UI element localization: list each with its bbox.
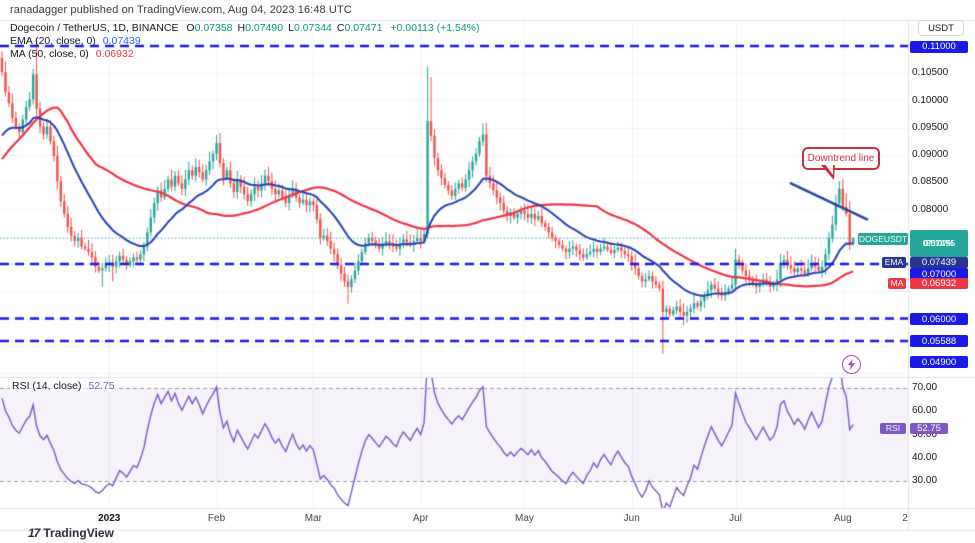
price-axis-label: 0.09500 [912, 121, 949, 133]
ma-tag: MA [888, 277, 906, 289]
tradingview-logo-text: TradingView [43, 526, 114, 540]
ohlc-val: 0.07490 [245, 22, 284, 34]
level-price-badge: 0.06000 [910, 313, 968, 325]
time-axis-label-Jun: Jun [623, 513, 640, 524]
rsi-axis-label: 40.00 [912, 451, 938, 463]
ohlc-key: C [336, 22, 345, 34]
lightning-bolt-icon [848, 359, 855, 370]
downtrend-callout-text: Downtrend line [807, 153, 875, 164]
bar-countdown: 07:11:55 [922, 238, 956, 248]
rsi-axis-label: 70.00 [912, 382, 938, 393]
flash-marker-icon[interactable] [842, 355, 861, 374]
rsi-legend-row[interactable]: RSI (14, close) 52.75 [10, 380, 117, 392]
last-price-badge: 0.07471 -25.07% 07:11:55 [910, 230, 968, 257]
last-price-value: 0.07471 [923, 238, 955, 248]
currency-toggle-button[interactable]: USDT [918, 20, 964, 36]
rsi-value-badge: 52.75 [910, 422, 948, 434]
ohlc-val: 0.07344 [293, 22, 332, 34]
ma-label: MA (50, close, 0) [10, 48, 89, 60]
price-axis-label: 0.10000 [912, 94, 949, 106]
symbol-price-tag: DOGEUSDT [858, 233, 908, 245]
rsi-axis-label: 30.00 [912, 475, 938, 486]
rsi-tag: RSI [880, 422, 906, 434]
downtrend-callout[interactable]: Downtrend line [802, 147, 880, 180]
time-axis-label-Mar: Mar [304, 513, 323, 524]
symbol-legend-row[interactable]: Dogecoin / TetherUS, 1D, BINANCE O0.0735… [10, 22, 480, 35]
price-axis-label: 0.08000 [912, 203, 949, 215]
ma-price-badge: 0.06932 [910, 277, 968, 289]
ema-value: 0.07439 [102, 35, 141, 47]
time-axis-label-Apr: Apr [412, 513, 429, 524]
tradingview-logo[interactable]: 17 TradingView [28, 526, 114, 540]
rsi-label: RSI (14, close) [12, 380, 82, 392]
rsi-axis-label: 60.00 [912, 405, 938, 417]
level-price-badge: 0.05588 [910, 335, 968, 348]
ema-label: EMA (20, close, 0) [10, 35, 96, 47]
ohlc-values: O0.07358 H0.07490 L0.07344 C0.07471 [181, 22, 382, 34]
time-axis-label-2023: 2023 [98, 513, 121, 524]
level-price-badge: 0.04900 [910, 356, 968, 368]
ema-legend-row[interactable]: EMA (20, close, 0) 0.07439 [10, 35, 480, 48]
time-axis-label-May: May [515, 513, 534, 524]
tradingview-logo-icon: 17 [28, 526, 40, 540]
price-axis-label: 0.09000 [912, 149, 949, 160]
ma-value: 0.06932 [95, 48, 134, 60]
ohlc-key: O [186, 22, 195, 34]
time-axis-label-Feb: Feb [207, 513, 226, 524]
chart-legend: Dogecoin / TetherUS, 1D, BINANCE O0.0735… [10, 22, 480, 61]
ohlc-key: H [237, 22, 246, 34]
ohlc-val: 0.07471 [344, 22, 383, 34]
rsi-value: 52.75 [88, 380, 115, 392]
ema-tag: EMA [882, 256, 906, 268]
change-value: +0.00113 (+1.54%) [390, 22, 480, 34]
price-axis-label: 0.10500 [912, 67, 949, 79]
ohlc-val: 0.07358 [194, 22, 233, 34]
ma-legend-row[interactable]: MA (50, close, 0) 0.06932 [10, 48, 480, 61]
symbol-title: Dogecoin / TetherUS, 1D, BINANCE [10, 22, 179, 34]
ema-price-badge: 0.07439 [910, 256, 968, 268]
price-axis-label: 0.08500 [912, 176, 949, 188]
attribution-text: ranadagger published on TradingView.com,… [10, 4, 352, 16]
ohlc-key: L [288, 22, 294, 34]
rsi-axis-label: 50.00 [912, 428, 938, 440]
time-axis-label-Jul: Jul [729, 513, 742, 524]
time-axis-label-Aug: Aug [833, 513, 852, 524]
last-price-change-pct: -25.07% [923, 238, 955, 248]
time-axis-label-2: 2 [902, 513, 908, 524]
level-price-badge: 0.11000 [910, 40, 968, 53]
level-price-badge: 0.07000 [910, 268, 968, 280]
